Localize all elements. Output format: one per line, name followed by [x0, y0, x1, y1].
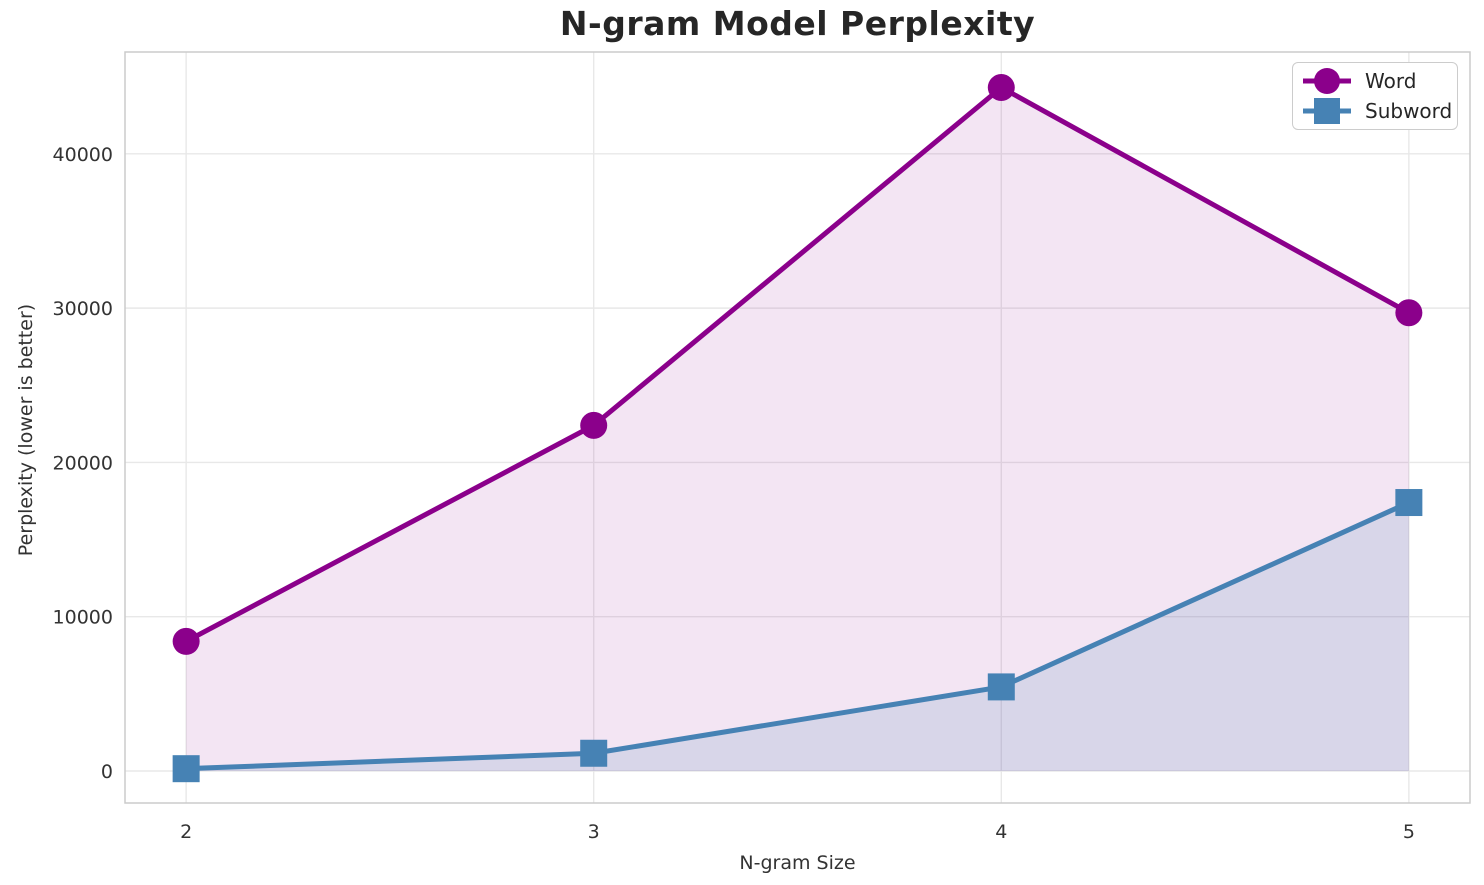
legend-label-word: Word	[1365, 69, 1417, 93]
subword-data-point-marker	[172, 755, 200, 783]
x-axis-label: N-gram Size	[739, 852, 856, 874]
word-data-point-marker	[1395, 299, 1423, 327]
word-data-point-marker	[172, 627, 200, 655]
legend-entry-word: Word	[1301, 66, 1449, 96]
x-tick-label: 3	[588, 821, 600, 843]
subword-series-area	[186, 502, 1409, 771]
subword-line-square-marker-icon	[1303, 98, 1351, 124]
x-tick-label: 2	[180, 821, 192, 843]
legend-entry-subword: Subword	[1301, 96, 1453, 126]
x-tick-label: 4	[995, 821, 1007, 843]
legend-label-subword: Subword	[1365, 99, 1453, 123]
subword-data-point-marker	[1395, 489, 1423, 517]
word-series-area	[186, 87, 1409, 771]
word-data-point-marker	[987, 73, 1015, 101]
word-series-line	[183, 84, 1412, 644]
plot-border	[124, 51, 1471, 804]
chart-title: N-gram Model Perplexity	[559, 4, 1036, 43]
y-tick-label: 0	[101, 761, 113, 783]
y-tick-label: 10000	[53, 607, 113, 629]
subword-series-line	[183, 500, 1412, 772]
subword-data-point-marker	[580, 739, 608, 767]
x-tick-label: 5	[1403, 821, 1415, 843]
y-tick-label: 20000	[53, 452, 113, 474]
y-tick-label: 30000	[53, 298, 113, 320]
word-line-circle-marker-icon	[1303, 68, 1351, 94]
word-data-point-marker	[580, 411, 608, 439]
y-tick-label: 40000	[53, 144, 113, 166]
subword-data-point-marker	[987, 673, 1015, 701]
legend: Word Subword	[1292, 62, 1458, 130]
